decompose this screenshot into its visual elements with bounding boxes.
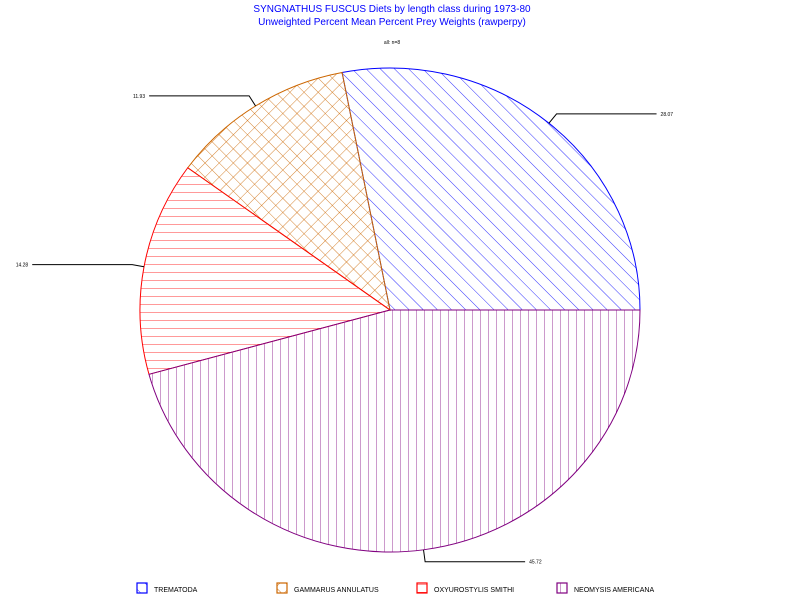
legend-swatch: [276, 582, 288, 594]
chart-title: SYNGNATHUS FUSCUS Diets by length class …: [253, 4, 531, 15]
legend-label: OXYUROSTYLIS SMITHI: [434, 587, 514, 594]
pie-slice-trematoda: [341, 67, 641, 311]
pie-slice-neomysis-americana: [148, 309, 641, 553]
leader-line: [423, 549, 526, 563]
slice-value-label: 11.93: [133, 94, 145, 100]
slice-value-label: 28.07: [661, 112, 674, 118]
legend-swatch: [416, 582, 428, 594]
legend-swatch: [136, 582, 148, 594]
leader-line: [548, 113, 657, 124]
legend-label: TREMATODA: [154, 587, 198, 594]
leader-line: [32, 264, 145, 268]
pie-slice-gammarus-annulatus: [187, 71, 391, 312]
legend-label: GAMMARUS ANNULATUS: [294, 587, 379, 594]
leader-line: [149, 95, 257, 107]
legend-swatch: [556, 582, 568, 594]
chart-subtitle: Unweighted Percent Mean Percent Prey Wei…: [258, 17, 526, 28]
slice-value-label: 45.72: [529, 560, 542, 566]
slice-value-label: 14.28: [16, 263, 29, 269]
group-label: all: n=8: [384, 40, 400, 46]
legend-label: NEOMYSIS AMERICANA: [574, 587, 654, 594]
